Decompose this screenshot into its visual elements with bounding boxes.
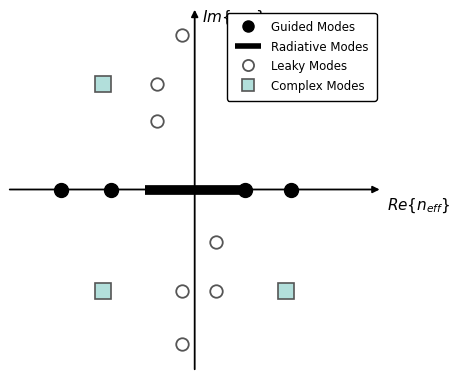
Legend: Guided Modes, Radiative Modes, Leaky Modes, Complex Modes: Guided Modes, Radiative Modes, Leaky Mod… (227, 13, 377, 101)
Text: Re$\{n_{\it{eff}}\}$: Re$\{n_{\it{eff}}\}$ (387, 197, 450, 215)
Text: Im$\{n_{\it{eff}}\}$: Im$\{n_{\it{eff}}\}$ (202, 9, 265, 27)
